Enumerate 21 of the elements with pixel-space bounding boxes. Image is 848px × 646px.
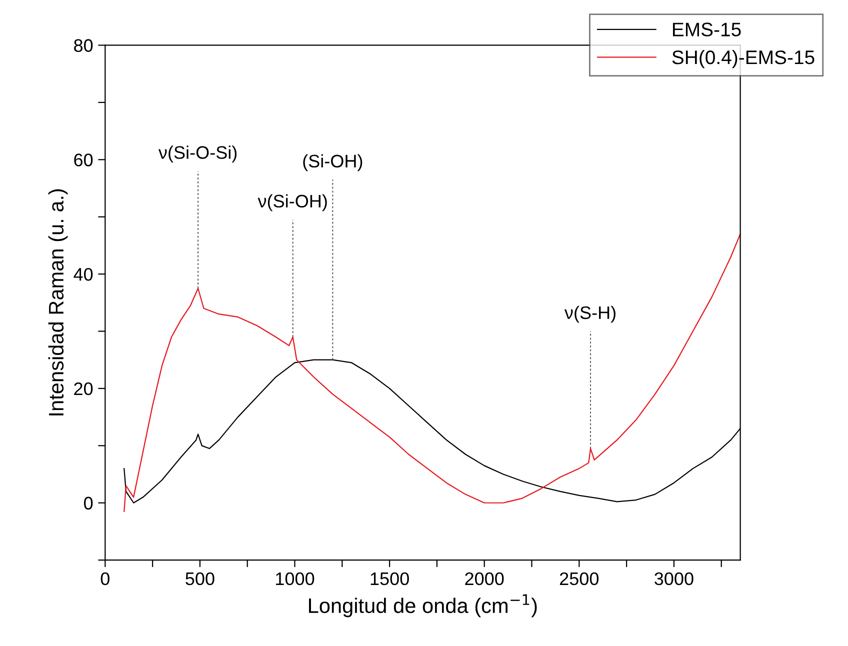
y-tick-label: 40: [74, 268, 93, 281]
legend-label: SH(0.4)-EMS-15: [672, 50, 814, 68]
y-tick-label: 80: [74, 39, 93, 52]
y-tick-label: 0: [84, 496, 93, 510]
x-tick-label: 2500: [560, 572, 599, 586]
annotation: ν(Si-OH): [258, 194, 327, 212]
x-tick-label: 1000: [276, 572, 314, 586]
x-tick-label: 500: [186, 572, 214, 586]
x-tick-label: 3000: [654, 572, 694, 586]
annotation: ν(S-H): [564, 306, 616, 323]
annotation: (Si-OH): [303, 154, 362, 172]
y-tick-label: 60: [74, 154, 93, 166]
legend-label: EMS-15: [672, 22, 741, 36]
y-tick-label: 20: [74, 382, 93, 396]
x-axis-title: Longitud de onda (cm$^{−1}$): [309, 594, 537, 618]
y-axis-title: Intensidad Raman (u. a.): [48, 189, 68, 416]
x-tick-label: 1500: [370, 572, 409, 586]
line-series: [124, 233, 740, 512]
x-tick-label: 0: [100, 572, 110, 586]
annotation: ν(Si-O-Si): [158, 146, 237, 162]
x-tick-label: 2000: [465, 572, 504, 586]
